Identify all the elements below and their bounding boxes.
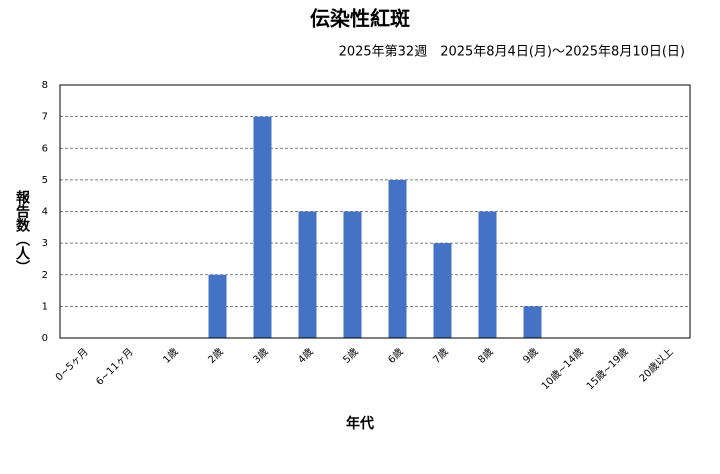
y-tick-label: 0 (42, 333, 48, 344)
x-axis-label: 年代 (346, 415, 374, 432)
x-tick-label: 1歳 (161, 346, 181, 366)
x-tick-label: 10歳~14歳 (539, 346, 586, 393)
y-tick-label: 4 (42, 207, 48, 218)
bar (433, 243, 452, 338)
x-tick-label: 8歳 (476, 346, 496, 366)
bar (253, 116, 272, 338)
bar (478, 211, 497, 338)
bar (343, 211, 362, 338)
x-tick-label: 5歳 (341, 346, 361, 366)
y-tick-label: 1 (42, 301, 48, 312)
y-tick-label: 6 (42, 143, 48, 154)
chart-subtitle: 2025年第32週 2025年8月4日(月)～2025年8月10日(日) (339, 45, 685, 60)
bar (388, 179, 407, 338)
x-tick-label: 7歳 (431, 346, 451, 366)
y-axis-label: 報告数（人） (14, 189, 31, 274)
bar (523, 306, 542, 338)
x-tick-label: 20歳以上 (637, 346, 676, 385)
x-tick-label: 6歳 (386, 346, 406, 366)
chart-title: 伝染性紅斑 (310, 7, 410, 31)
y-tick-label: 2 (42, 270, 48, 281)
x-tick-label: 9歳 (521, 346, 541, 366)
y-tick-label: 7 (42, 112, 48, 123)
x-tick-label: 4歳 (296, 346, 316, 366)
x-tick-label: 6~11ヶ月 (94, 346, 136, 388)
bar (208, 274, 227, 338)
x-tick-label: 15歳~19歳 (584, 346, 631, 393)
x-tick-label: 2歳 (206, 346, 226, 366)
y-tick-label: 3 (42, 238, 48, 249)
y-tick-label: 5 (42, 175, 48, 186)
x-tick-label: 0~5ヶ月 (53, 346, 91, 384)
x-tick-label: 3歳 (251, 346, 271, 366)
plot-frame (59, 84, 691, 339)
y-tick-label: 8 (42, 80, 48, 91)
bar (298, 211, 317, 338)
